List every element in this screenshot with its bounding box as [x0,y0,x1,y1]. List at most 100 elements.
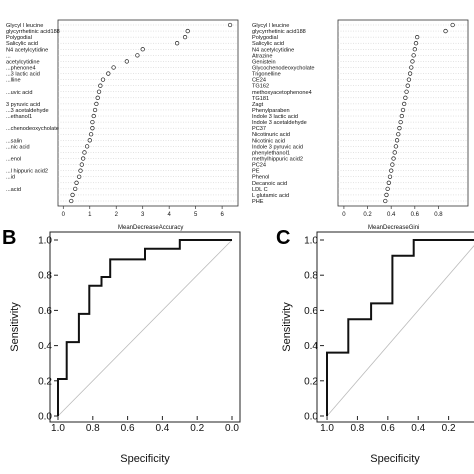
data-point [74,180,79,185]
variable-label: ...lline [6,78,21,84]
plot-frame [316,231,474,423]
y-tick-label: 0.8 [304,271,318,282]
x-axis-title: MeanDecreaseGini [368,225,419,231]
data-point [88,132,94,137]
data-point [174,41,180,46]
variable-label: Phenylparaben [252,108,290,114]
x-tick-label: 0.6 [121,423,135,434]
x-tick-label: 0.8 [350,423,364,434]
roc-curve [57,239,232,416]
data-point [391,156,396,161]
data-point [140,47,145,52]
variable-label: acetylcytidine [6,59,40,65]
data-point [91,113,96,119]
variable-label: ... [6,53,11,59]
y-axis-title: Sensitivity [9,302,21,352]
data-point [413,41,419,46]
roc-plot-b: 0.0 0.2 0.4 0.6 0.8 1.0 1.0 0.8 0.6 0.4 0.2 0.0 Spe… [9,231,241,465]
data-point [79,162,84,167]
variable-label: TG162 [252,84,269,90]
y-tick-label: 0.6 [38,306,52,317]
variable-label: Indole 3 acetaldehyde [252,120,307,126]
data-point [396,132,401,137]
data-point [407,71,413,76]
variable-label: N4 acetylcytidine [252,47,294,53]
data-point [124,59,129,64]
x-tick-label: 3 [141,212,145,218]
y-tick-label: 0.4 [38,341,52,352]
y-tick-label: 0.0 [304,412,318,423]
data-point [387,174,393,179]
x-tick-label: 0.2 [190,423,204,434]
variable-label: PE [252,169,260,175]
variable-label: Genistein [252,59,276,65]
variable-label: ...l hippuric acid2 [6,169,48,175]
x-tick-label: 0.4 [411,423,425,434]
x-axis-title: MeanDecreaseAccuracy [118,225,183,231]
x-tick-label: 0.8 [86,423,100,434]
variable-label: Salicylic acid [252,41,284,47]
data-point [185,28,190,34]
variable-label: 3 pyruvic acid [6,102,40,108]
variable-label: PHE [252,199,264,205]
variable-label: TG181 [252,96,269,102]
x-tick-label: 0 [342,212,346,218]
data-point [409,65,414,70]
panel-label-b: B [2,227,16,249]
y-tick-label: 0.2 [38,376,52,387]
variable-label: ...uvic acid [6,90,32,96]
y-tick-label: 1.0 [304,236,318,247]
x-axis-title: Specificity [120,453,170,465]
x-axis-ticks: 0 0.2 0.4 0.6 0.8 [342,206,443,218]
variable-label: ...enol [6,157,21,163]
data-point [403,95,408,100]
variable-label: ...phenone4 [6,65,36,71]
variable-label: L glutamic acid [252,193,289,199]
grid-lines [338,24,468,202]
variable-label: methylhippuric acid2 [252,157,303,163]
variable-label: Glycyl l leucine [6,23,43,29]
x-tick-label: 1 [88,212,92,218]
data-points [383,22,455,204]
variable-label: ...ethanol1 [6,114,32,120]
x-axis-ticks: 0 1 2 3 4 5 6 [62,206,224,218]
variable-label: ...chenodeoxycholate [6,126,59,132]
x-tick-label: 0.0 [225,423,239,434]
data-point [135,53,140,58]
data-point [96,89,102,94]
data-point [77,174,82,179]
data-point [443,28,448,34]
y-axis-title: Sensitivity [281,302,293,352]
variable-label: glycyrrhetinic acid188 [6,29,60,35]
x-tick-label: 0.8 [434,212,443,218]
panel-label-c: C [276,227,290,249]
data-point [73,186,78,192]
data-point [415,34,420,40]
data-point [106,71,111,76]
variable-label: Zagt [252,102,264,108]
data-point [78,168,83,173]
variable-label: Polygodial [6,35,32,41]
data-point [393,144,399,149]
data-point [450,22,455,28]
x-tick-label: 0.2 [442,423,456,434]
axis-ticks: 0.0 0.2 0.4 0.6 0.8 1.0 1.0 0.8 0.6 0.4 0.2 0.0 [38,236,239,435]
variable-label: ...nic acid [6,144,30,150]
y-tick-label: 0.6 [304,306,318,317]
variable-label: Nicotinic acid [252,138,285,144]
variable-label: LDL C [252,187,268,193]
y-tick-label: 0.4 [304,341,318,352]
variable-label: PC24 [252,163,266,169]
variable-label: Trigonelline [252,72,281,78]
variable-label: ...3 lactic acid [6,72,40,78]
grid-lines [58,24,238,202]
x-tick-label: 0.4 [387,212,396,218]
data-point [402,101,407,107]
data-point [100,77,106,82]
x-tick-label: 4 [168,212,172,218]
